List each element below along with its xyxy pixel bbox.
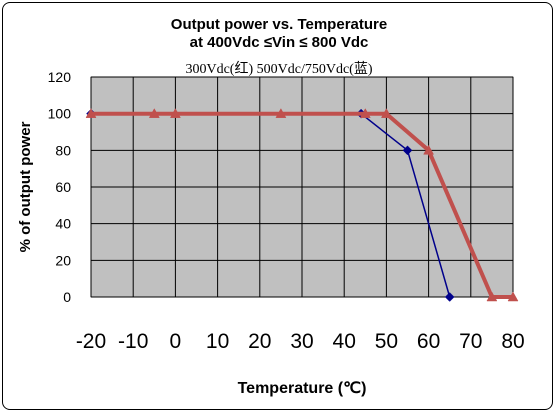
y-axis-label: % of output power [17,121,34,252]
x-tick-label: 70 [459,330,482,353]
series-0-point [402,145,413,156]
x-tick-label: 40 [333,330,356,353]
chart-subtitle: at 400Vdc ≤Vin ≤ 800 Vdc [189,34,369,51]
x-tick-label: 80 [501,330,524,353]
series-1-point [507,291,519,302]
chart-title: Output power vs. Temperature [170,16,388,33]
x-tick-label: 60 [417,330,440,353]
y-tick-label: 60 [55,179,71,195]
y-tick-label: 100 [48,106,72,122]
y-tick-label: 80 [55,142,71,158]
chart-legend-text: 300Vdc(红) 500Vdc/750Vdc(蓝) [185,62,373,77]
x-tick-label: 20 [248,330,271,353]
x-tick-label: 50 [375,330,398,353]
series-1-point [275,108,287,118]
y-tick-label: 40 [55,216,71,232]
y-tick-label: 20 [55,252,71,268]
series-1-point [380,108,392,118]
series-1-point [486,291,498,302]
y-tick-label: 0 [63,289,71,305]
series-1-point [423,144,435,155]
x-tick-label: -10 [118,330,148,353]
x-tick-label: 0 [170,330,182,353]
x-tick-label: -20 [76,330,106,353]
series-1-point [359,108,371,118]
x-tick-label: 30 [290,330,313,353]
series-1-point [85,108,97,118]
y-tick-label: 120 [48,69,72,85]
x-axis-label: Temperature (℃) [238,380,367,397]
series-1-point [148,108,160,118]
series-0-point [444,292,455,302]
series-1-point [169,108,181,118]
x-tick-label: 10 [206,330,229,353]
